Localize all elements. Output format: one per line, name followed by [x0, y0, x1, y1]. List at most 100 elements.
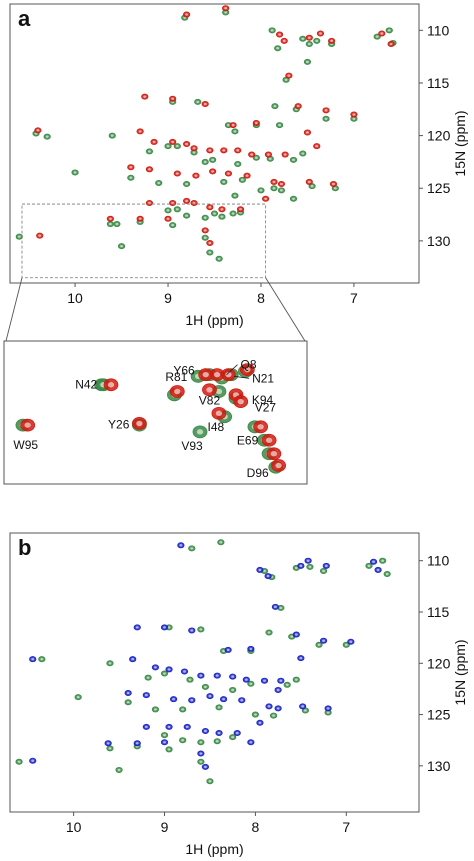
peak-contour: [166, 217, 170, 220]
peak-annotation: Y66: [173, 364, 195, 378]
peak-contour: [299, 564, 303, 567]
peak-annotation: V27: [255, 401, 277, 415]
peak-contour: [322, 569, 326, 573]
peak-annotation: E69: [237, 433, 259, 447]
peak-contour: [203, 160, 207, 164]
peak-contour: [215, 388, 223, 395]
peak-contour: [203, 102, 207, 106]
peak-contour: [199, 628, 203, 631]
peak-contour: [249, 741, 253, 744]
x-tick-label: 9: [161, 819, 169, 835]
peak-contour: [181, 739, 185, 742]
peak-contour: [235, 731, 239, 735]
peak-contour: [40, 657, 44, 661]
peak-contour: [190, 699, 194, 702]
x-axis-label: 1H (ppm): [185, 841, 243, 857]
peak-contour: [258, 721, 262, 724]
peak-contour: [171, 201, 175, 205]
peak-contour: [254, 121, 258, 125]
annotation-leader: [234, 375, 250, 379]
peak-contour: [163, 672, 166, 675]
peak-contour: [264, 197, 268, 200]
peak-contour: [215, 410, 223, 417]
peak-contour: [217, 706, 221, 709]
peak-contour: [107, 382, 115, 388]
peak-contour: [129, 176, 133, 179]
peak-contour: [215, 674, 219, 677]
peak-contour: [249, 647, 253, 651]
peak-contour: [352, 113, 356, 116]
peak-contour: [333, 187, 337, 190]
peak-contour: [315, 39, 319, 43]
peak-annotation: V82: [199, 394, 221, 408]
peak-contour: [279, 679, 283, 682]
peak-contour: [215, 740, 219, 743]
peak-contour: [163, 626, 166, 629]
series-0: [15, 364, 284, 474]
peak-contour: [301, 37, 305, 40]
peak-contour: [175, 144, 179, 148]
peak-contour: [166, 144, 170, 148]
peak-contour: [188, 678, 192, 681]
peak-contour: [231, 123, 235, 127]
peak-contour: [303, 709, 307, 712]
peak-contour: [213, 212, 216, 215]
peak-contour: [181, 708, 185, 711]
y-axis-label: 15N (ppm): [452, 639, 468, 705]
peak-contour: [224, 11, 228, 14]
peak-contour: [307, 36, 311, 39]
peak-contour: [240, 699, 244, 702]
x-tick-label: 9: [164, 290, 172, 306]
peak-contour: [231, 675, 235, 678]
peak-contour: [310, 184, 314, 188]
x-tick-label: 8: [252, 819, 260, 835]
peak-contour: [233, 130, 237, 133]
peak-contour: [208, 780, 212, 783]
peak-contour: [231, 212, 235, 215]
peak-contour: [249, 682, 253, 685]
peak-contour: [171, 223, 175, 227]
peak-contour: [135, 742, 139, 745]
y-tick-label: 110: [427, 22, 450, 38]
peak-contour: [381, 559, 385, 562]
y-tick-label: 115: [427, 75, 450, 91]
peak-contour: [294, 633, 298, 636]
peak-contour: [224, 7, 228, 10]
peak-contour: [203, 729, 207, 733]
peak-contour: [144, 725, 148, 729]
peak-contour: [275, 462, 282, 469]
peak-contour: [278, 33, 282, 36]
peak-contour: [211, 158, 215, 161]
peak-contour: [307, 180, 311, 184]
peak-contour: [108, 217, 112, 220]
y-tick-label: 120: [427, 655, 451, 671]
peak-contour: [108, 662, 112, 665]
y-tick-label: 130: [427, 758, 451, 774]
peak-contour: [175, 172, 179, 175]
peak-contour: [24, 422, 31, 428]
peak-contour: [183, 670, 186, 673]
peak-contour: [294, 566, 298, 570]
peak-contour: [245, 174, 249, 177]
peak-contour: [258, 568, 262, 572]
peak-contour: [276, 688, 280, 692]
peak-contour: [171, 97, 175, 100]
peak-contour: [237, 398, 244, 405]
peak-contour: [206, 387, 213, 393]
series-0: [15, 9, 397, 262]
peak-contour: [326, 711, 330, 714]
peak-contour: [263, 679, 266, 682]
peak-contour: [317, 643, 321, 646]
peak-contour: [292, 197, 295, 200]
peak-contour: [213, 371, 221, 378]
peak-contour: [267, 631, 271, 634]
peak-contour: [147, 168, 151, 171]
peak-contour: [227, 123, 230, 127]
peak-contour: [240, 178, 244, 181]
peak-contour: [296, 104, 300, 108]
peak-contour: [231, 688, 235, 692]
x-tick-label: 10: [67, 290, 83, 306]
peak-contour: [152, 140, 156, 144]
peak-contour: [219, 541, 223, 544]
x-tick-label: 7: [350, 290, 358, 306]
